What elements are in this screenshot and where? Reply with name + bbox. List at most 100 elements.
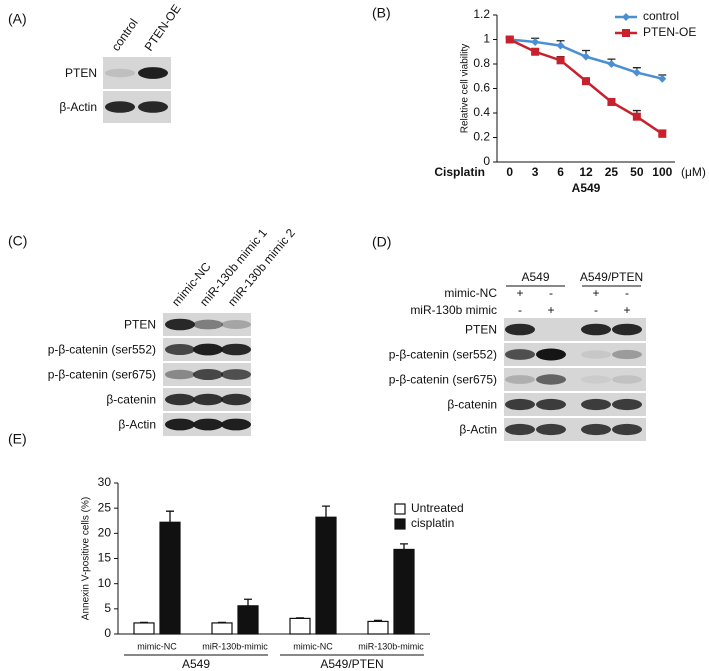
blot-band bbox=[221, 320, 251, 329]
row-label: β-Actin bbox=[118, 418, 156, 432]
x-tick-label: 25 bbox=[605, 165, 619, 179]
panel-label: (C) bbox=[8, 233, 27, 249]
blot-band bbox=[505, 398, 535, 411]
y-tick-label: 1.2 bbox=[473, 7, 490, 21]
y-tick-label: 0 bbox=[483, 154, 490, 168]
y-tick-label: 30 bbox=[98, 475, 112, 489]
bar bbox=[237, 605, 259, 635]
marker bbox=[505, 35, 514, 44]
y-tick-label: 5 bbox=[104, 601, 111, 615]
blot-band bbox=[581, 375, 611, 384]
y-tick-label: 1 bbox=[483, 32, 490, 46]
y-axis-label: Relative cell viability bbox=[460, 44, 471, 133]
bar bbox=[289, 617, 311, 635]
treatment-label: miR-130b mimic bbox=[410, 303, 497, 317]
blot-band bbox=[105, 101, 135, 113]
legend-marker bbox=[622, 13, 630, 21]
blot-strip bbox=[504, 343, 646, 366]
group-label: A549/PTEN bbox=[580, 270, 643, 284]
treatment-sign: + bbox=[623, 303, 630, 317]
blot-band bbox=[193, 319, 223, 330]
bar bbox=[211, 622, 233, 635]
blot-band bbox=[536, 398, 566, 411]
bar bbox=[393, 548, 415, 635]
marker bbox=[531, 37, 540, 46]
x-tick-label: 3 bbox=[532, 165, 539, 179]
panel-label: (B) bbox=[372, 5, 391, 21]
blot-band bbox=[581, 398, 611, 411]
legend-swatch bbox=[394, 518, 406, 530]
blot-band bbox=[193, 393, 223, 406]
error-bar bbox=[296, 617, 304, 619]
blot-band bbox=[193, 369, 223, 380]
error-bar bbox=[400, 543, 408, 550]
blot-band bbox=[536, 348, 566, 361]
row-label: p-β-catenin (ser675) bbox=[48, 368, 156, 382]
blot-strip bbox=[504, 368, 646, 391]
bar bbox=[367, 620, 389, 635]
y-tick-label: 0.6 bbox=[473, 81, 490, 95]
legend-label: PTEN-OE bbox=[643, 25, 696, 39]
marker bbox=[582, 52, 590, 61]
blot-band bbox=[536, 374, 566, 385]
x-tick-label: mimic-NC bbox=[293, 641, 333, 651]
bar bbox=[159, 521, 181, 635]
row-label: PTEN bbox=[65, 66, 97, 80]
treatment-sign: - bbox=[594, 303, 598, 317]
row-label: β-Actin bbox=[459, 423, 497, 437]
legend-label: control bbox=[643, 9, 679, 23]
y-tick-label: 20 bbox=[98, 526, 112, 540]
row-label: β-catenin bbox=[447, 398, 497, 412]
row-label: p-β-catenin (ser675) bbox=[389, 373, 497, 387]
y-tick-label: 25 bbox=[98, 500, 112, 514]
y-tick-label: 15 bbox=[98, 551, 112, 565]
row-label: p-β-catenin (ser552) bbox=[389, 348, 497, 362]
group-label: A549 bbox=[521, 270, 549, 284]
y-tick-label: 0 bbox=[104, 626, 111, 640]
blot-band bbox=[505, 375, 535, 384]
treatment-label: mimic-NC bbox=[444, 286, 497, 300]
legend-marker bbox=[622, 29, 630, 37]
marker bbox=[556, 56, 565, 65]
panel-label: (A) bbox=[8, 11, 27, 27]
treatment-sign: + bbox=[547, 303, 554, 317]
marker bbox=[658, 129, 667, 138]
blot-band bbox=[165, 369, 195, 380]
legend-swatch bbox=[394, 503, 406, 515]
row-label: PTEN bbox=[124, 318, 156, 332]
y-tick-label: 0.8 bbox=[473, 56, 490, 70]
y-tick-label: 10 bbox=[98, 576, 112, 590]
bar bbox=[315, 516, 337, 635]
treatment-sign: - bbox=[518, 303, 522, 317]
blot-band bbox=[581, 423, 611, 436]
blot-band bbox=[221, 418, 251, 431]
blot-band bbox=[221, 343, 251, 356]
group-label: A549 bbox=[182, 657, 210, 671]
blot-band bbox=[612, 323, 642, 336]
panel-label: (E) bbox=[8, 431, 27, 447]
marker bbox=[556, 41, 565, 50]
x-tick-label: miR-130b-mimic bbox=[202, 641, 268, 651]
marker bbox=[582, 77, 590, 86]
blot-band bbox=[138, 101, 168, 113]
row-label: β-Actin bbox=[59, 100, 97, 114]
legend-label: cisplatin bbox=[411, 516, 454, 530]
y-tick-label: 0.4 bbox=[473, 105, 490, 119]
blot-band bbox=[581, 350, 611, 359]
treatment-sign: + bbox=[516, 286, 523, 300]
blot-band bbox=[105, 68, 135, 78]
marker bbox=[658, 74, 667, 83]
blot-band bbox=[536, 423, 566, 436]
blot-strip bbox=[163, 313, 251, 336]
blot-band bbox=[193, 418, 223, 431]
treatment-sign: - bbox=[549, 286, 553, 300]
blot-band bbox=[165, 418, 195, 431]
legend-label: Untreated bbox=[411, 501, 464, 515]
error-bar bbox=[374, 619, 382, 622]
bar bbox=[133, 622, 155, 635]
blot-band bbox=[612, 398, 642, 411]
blot-band bbox=[505, 323, 535, 336]
row-label: PTEN bbox=[465, 323, 497, 337]
x-tick-label: 6 bbox=[557, 165, 564, 179]
